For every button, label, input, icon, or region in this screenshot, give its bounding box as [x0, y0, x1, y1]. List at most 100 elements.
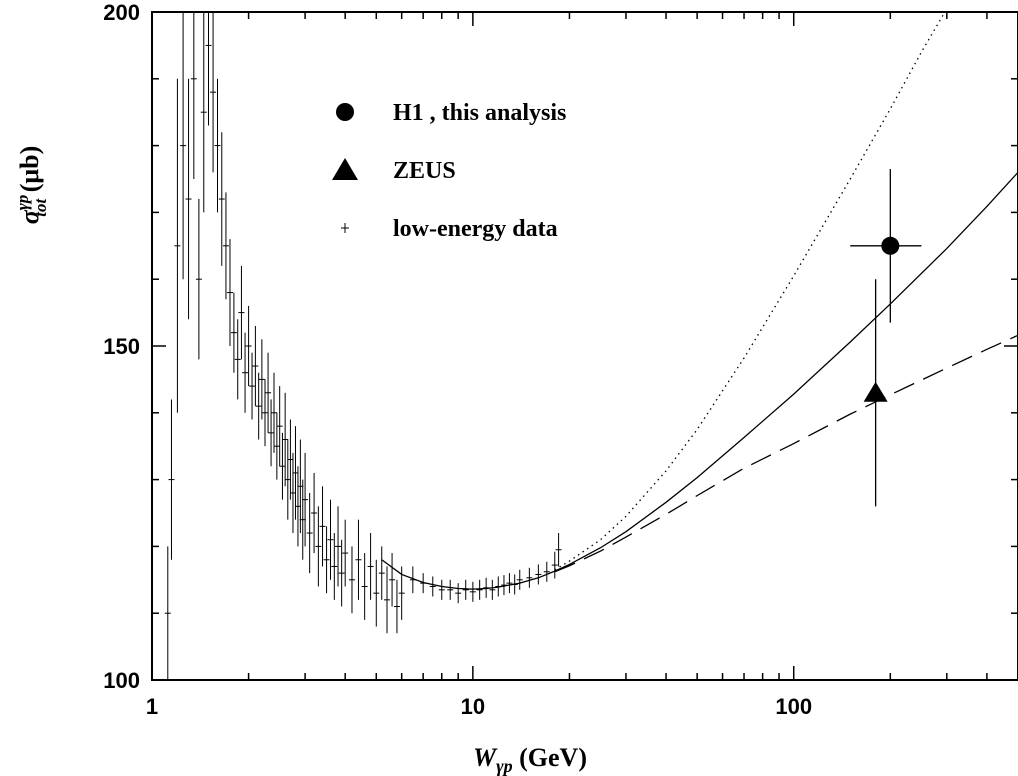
low-energy-point — [476, 579, 483, 600]
low-energy-point — [174, 78, 181, 413]
low-energy-point — [335, 506, 342, 587]
legend-circle-marker — [336, 103, 354, 121]
x-tick-label: 100 — [775, 694, 812, 719]
low-energy-point — [245, 305, 252, 387]
low-energy-point — [535, 564, 542, 585]
low-energy-point — [287, 419, 294, 500]
low-energy-point — [500, 575, 507, 596]
low-energy-point — [289, 452, 296, 534]
legend-item: H1 , this analysis — [336, 100, 566, 126]
low-energy-point — [342, 519, 349, 587]
low-energy-point — [200, 12, 207, 213]
low-energy-point — [282, 392, 289, 487]
low-energy-point — [516, 569, 523, 590]
low-energy-point — [214, 78, 221, 213]
low-energy-point — [331, 533, 338, 600]
low-energy-point — [420, 573, 427, 594]
low-energy-point — [455, 583, 462, 604]
low-energy-point — [367, 533, 374, 600]
low-energy-point — [327, 499, 334, 580]
low-energy-point — [306, 492, 313, 574]
low-energy-point — [373, 559, 380, 627]
legend-label: low-energy data — [393, 216, 558, 242]
low-energy-point — [495, 576, 502, 597]
low-energy-point — [164, 546, 171, 680]
low-energy-point — [462, 579, 469, 600]
low-energy-point — [348, 546, 355, 614]
legend-label: ZEUS — [393, 158, 456, 184]
legend-label: H1 , this analysis — [393, 100, 566, 126]
low-energy-point — [311, 472, 318, 554]
low-energy-point — [447, 579, 454, 600]
low-energy-point — [258, 339, 265, 420]
low-energy-point — [409, 566, 416, 594]
low-energy-point — [319, 486, 326, 567]
low-energy-point — [355, 519, 362, 600]
low-energy-point — [551, 551, 558, 579]
low-energy-point — [218, 132, 225, 266]
low-energy-point — [315, 506, 322, 587]
low-energy-point — [262, 379, 269, 447]
low-energy-point — [284, 439, 291, 520]
low-energy-point — [393, 579, 400, 634]
h1-point — [850, 168, 922, 323]
low-energy-point — [279, 432, 286, 500]
low-energy-point — [511, 574, 518, 595]
low-energy-point — [222, 192, 229, 300]
low-energy-point — [378, 546, 385, 600]
y-tick-label: 150 — [103, 334, 140, 359]
low-energy-point — [268, 399, 275, 467]
low-energy-point — [242, 332, 249, 413]
low-energy-point — [265, 352, 272, 433]
y-axis-label: σγptot (μb) — [13, 146, 50, 225]
low-energy-point — [238, 265, 245, 360]
low-energy-point — [483, 577, 490, 598]
low-energy-series — [164, 12, 562, 680]
low-energy-point — [205, 12, 212, 126]
low-energy-point — [429, 576, 436, 597]
x-tick-label: 1 — [146, 694, 158, 719]
low-energy-point — [469, 581, 476, 602]
low-energy-point — [226, 239, 233, 346]
low-energy-point — [338, 539, 345, 607]
low-energy-point — [398, 566, 405, 620]
low-energy-point — [276, 386, 283, 467]
low-energy-point — [361, 553, 368, 620]
low-energy-point — [210, 12, 217, 173]
solid-curve — [381, 171, 1018, 590]
x-tick-label: 10 — [461, 694, 485, 719]
low-energy-point — [506, 573, 513, 594]
legend-item: low-energy data — [341, 216, 558, 242]
low-energy-point — [302, 452, 309, 547]
low-energy-point — [323, 526, 330, 594]
low-energy-point — [438, 579, 445, 600]
low-energy-point — [252, 325, 259, 407]
legend-item: ZEUS — [332, 158, 456, 184]
y-tick-label: 100 — [103, 668, 140, 693]
low-energy-point — [543, 561, 550, 582]
high-energy-series — [850, 168, 922, 507]
low-energy-point — [526, 567, 533, 588]
low-energy-point — [234, 319, 241, 400]
low-energy-point — [270, 372, 277, 453]
low-energy-point — [489, 579, 496, 600]
legend: H1 , this analysis ZEUS low-energy data — [332, 100, 566, 242]
low-energy-point — [383, 566, 390, 634]
low-energy-point — [249, 352, 256, 420]
legend-triangle-marker — [332, 158, 358, 180]
low-energy-point — [195, 199, 202, 360]
low-energy-point — [190, 12, 197, 179]
low-energy-point — [230, 292, 237, 373]
low-energy-point — [180, 12, 187, 280]
zeus-point — [863, 279, 888, 507]
low-energy-point — [255, 372, 262, 440]
axis-ticks: 1 10 100 100 150 200 — [103, 0, 1018, 719]
low-energy-point — [555, 533, 562, 567]
y-tick-label: 200 — [103, 0, 140, 25]
dotted-curve — [554, 12, 946, 571]
model-curves — [381, 12, 1018, 590]
x-axis-label: Wγp (GeV) — [473, 743, 587, 776]
low-energy-point — [185, 78, 192, 320]
dashed-curve — [554, 334, 1018, 573]
